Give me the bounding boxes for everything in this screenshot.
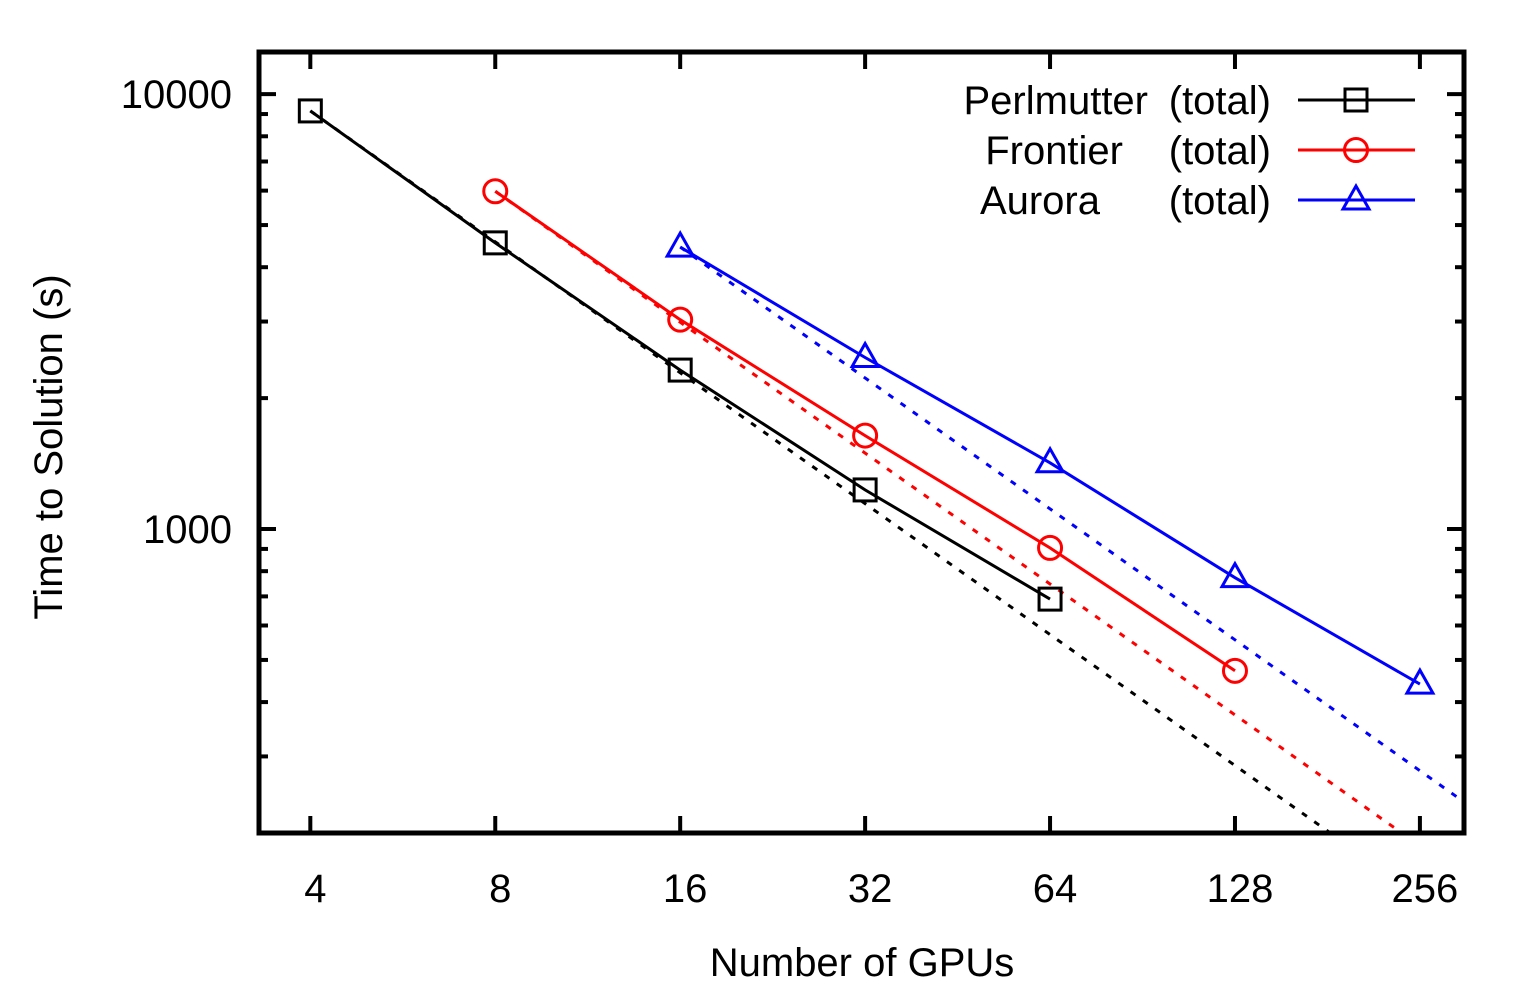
ideal-line-aurora (679, 245, 1464, 804)
x-tick-label: 16 (663, 867, 708, 911)
legend-marker-aurora (1340, 182, 1372, 211)
legend-name-aurora: Aurora (980, 179, 1101, 223)
y-axis-title: Time to Solution (s) (27, 274, 71, 619)
data-point-frontier-4 (1221, 657, 1248, 684)
x-tick-label: 64 (1033, 867, 1078, 911)
data-point-aurora-2 (1034, 445, 1066, 474)
data-point-perlmutter-2 (667, 357, 693, 383)
series-line-aurora (679, 245, 1421, 686)
data-point-frontier-1 (667, 306, 694, 333)
data-point-perlmutter-4 (1037, 586, 1063, 612)
data-point-aurora-0 (664, 230, 696, 258)
data-point-perlmutter-3 (852, 477, 878, 503)
legend-marker-perlmutter (1343, 87, 1369, 113)
legend-name-frontier: Frontier (985, 129, 1123, 173)
ideal-line-perlmutter (309, 109, 1333, 833)
ideal-scaling-lines (309, 109, 1464, 833)
data-point-frontier-0 (482, 178, 509, 205)
y-tick-label: 1000 (143, 508, 232, 552)
data-point-perlmutter-0 (297, 98, 323, 124)
series-line-perlmutter (309, 109, 1051, 601)
plot-frame (256, 49, 1467, 836)
x-tick-label: 128 (1207, 867, 1274, 911)
x-tick-label: 4 (304, 867, 326, 911)
axes: 4 8 16 32 64 128 256 1000 10000 (121, 49, 1467, 911)
legend-suffix-aurora: (total) (1169, 179, 1271, 223)
ideal-line-frontier (494, 190, 1405, 833)
data-point-frontier-3 (1037, 534, 1064, 561)
legend-suffix-perlmutter: (total) (1169, 79, 1271, 123)
data-point-perlmutter-1 (482, 230, 508, 256)
data-point-aurora-3 (1219, 560, 1251, 589)
data-point-frontier-2 (852, 422, 879, 449)
x-tick-label: 32 (848, 867, 893, 911)
series-line-frontier (494, 190, 1236, 673)
data-point-aurora-4 (1404, 667, 1436, 695)
x-axis-title: Number of GPUs (710, 941, 1015, 985)
y-tick-label: 10000 (121, 73, 232, 117)
legend-name-perlmutter: Perlmutter (964, 79, 1149, 123)
series-lines (297, 98, 1436, 695)
x-tick-label: 256 (1392, 867, 1459, 911)
legend: Perlmutter (total) Frontier (total) Aurora (t… (964, 79, 1415, 223)
legend-marker-frontier (1343, 137, 1369, 163)
legend-suffix-frontier: (total) (1169, 129, 1271, 173)
data-point-aurora-1 (849, 340, 881, 368)
x-tick-label: 8 (489, 867, 511, 911)
